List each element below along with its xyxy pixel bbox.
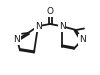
Text: N: N bbox=[59, 22, 65, 31]
Text: N: N bbox=[35, 22, 41, 31]
Text: N: N bbox=[14, 35, 20, 44]
Text: O: O bbox=[46, 7, 54, 16]
Text: N: N bbox=[79, 35, 85, 44]
